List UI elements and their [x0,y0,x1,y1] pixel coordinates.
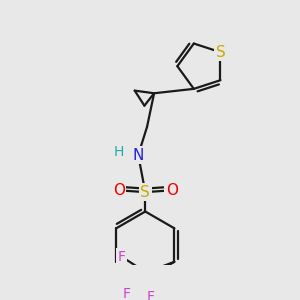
Text: S: S [216,45,225,60]
Text: F: F [123,286,131,300]
Text: N: N [133,148,144,163]
Text: F: F [117,250,125,263]
Text: F: F [146,290,154,300]
Text: O: O [113,183,125,198]
Text: O: O [166,183,178,198]
Text: H: H [114,145,124,158]
Text: S: S [140,184,150,200]
